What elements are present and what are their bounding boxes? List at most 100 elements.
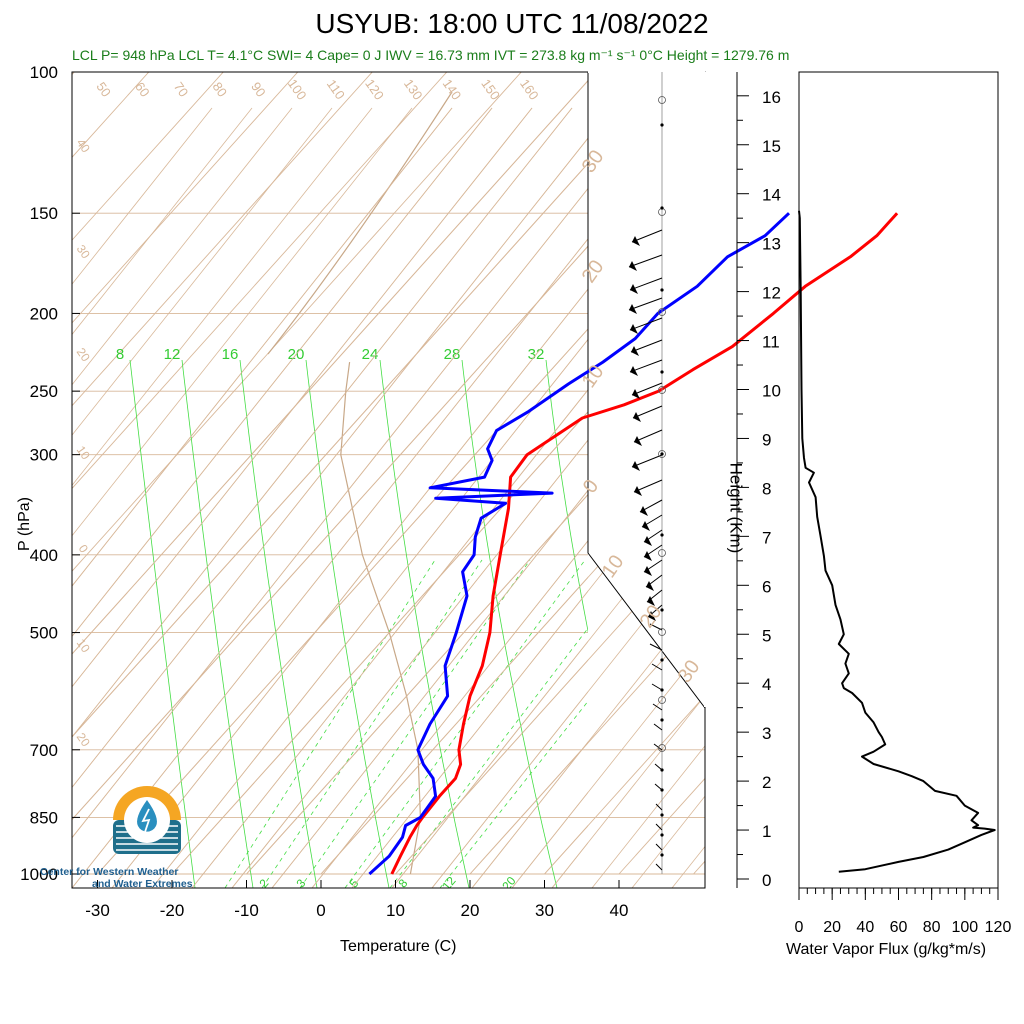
isotherm-line-lower: [72, 72, 597, 875]
isotherm-line-lower: [246, 72, 705, 875]
isotherm-label-right: 10: [578, 361, 609, 392]
dry-adiabat-line: [832, 108, 1024, 888]
mixing-ratio-label: 24: [362, 346, 379, 363]
wind-barb-low: [655, 823, 663, 831]
dry-adiabat-line-lower: [111, 107, 705, 888]
mixing-ratio-label-bottom: 5: [346, 876, 361, 890]
height-tick-label: 3: [762, 724, 771, 743]
isotherm-label-left: 20: [74, 730, 93, 749]
isotherm-line: [619, 72, 1024, 874]
dry-adiabat-line-lower: [231, 107, 705, 888]
dry-adiabat-label: 130: [401, 76, 426, 102]
parcel-curve: [340, 362, 422, 875]
wind-barb-flag: [644, 536, 652, 546]
wind-barb: [629, 359, 663, 373]
temperature-tick-label: 0: [316, 901, 325, 920]
wind-level-marker: [658, 628, 666, 636]
flux-tick-label: 20: [823, 919, 841, 936]
isotherm-line: [72, 79, 588, 655]
wind-barb-flag: [630, 324, 638, 334]
moist-adiabat-dashed: [299, 559, 531, 888]
dry-adiabat-line-lower: [912, 108, 1024, 888]
temperature-tick-label: -10: [234, 901, 259, 920]
isotherm-line: [72, 72, 373, 407]
dry-adiabat-line: [952, 108, 1024, 888]
wind-barb: [628, 297, 663, 311]
isotherm-line: [395, 659, 588, 875]
wind-level-dot: [660, 452, 664, 456]
dry-adiabat-label: 150: [478, 76, 503, 102]
flux-frame: [798, 71, 999, 889]
logo-drop-icon: [137, 800, 157, 832]
moist-adiabat-dashed: [224, 559, 436, 888]
isotherm-line-lower: [72, 72, 671, 875]
dry-adiabat-line-lower: [992, 108, 1024, 888]
height-tick-label: 8: [762, 479, 771, 498]
dry-adiabat-label: 140: [440, 76, 465, 102]
dry-adiabat-line-lower: [311, 107, 705, 888]
wind-barb-low: [653, 723, 663, 731]
wind-barb-flag: [630, 366, 638, 376]
dry-adiabat-line-lower: [631, 107, 705, 888]
moist-adiabat-curve: [267, 91, 453, 355]
dry-adiabat-line: [592, 108, 1024, 888]
wind-barb: [629, 277, 663, 291]
temperature-axis: -30 -20 -10 0 10 20 30 40: [85, 880, 628, 920]
wind-barb-low: [651, 683, 663, 691]
dry-adiabat-line: [72, 107, 213, 285]
height-tick-label: 2: [762, 773, 771, 792]
lower-right-grid: [72, 72, 1024, 888]
wind-barb-flag: [632, 389, 640, 399]
skewt-frame: [71, 71, 706, 889]
isotherm-line: [72, 72, 150, 159]
dry-adiabat-line: [992, 108, 1024, 888]
dry-adiabat-line-lower: [591, 107, 705, 888]
height-tick-label: 1: [762, 822, 771, 841]
dry-adiabat-line-lower: [431, 107, 705, 888]
wind-barb-flag: [632, 236, 640, 246]
dry-adiabat-line-lower: [391, 107, 705, 888]
pressure-tick-label: 700: [30, 741, 58, 760]
wind-barb-low: [652, 703, 663, 711]
isotherm-label-right: 10: [598, 551, 629, 582]
wind-barb-flag: [646, 581, 654, 591]
wind-barb-flag: [644, 566, 652, 576]
temperature-tick-label: -20: [160, 901, 185, 920]
mixing-ratio-line: [379, 359, 470, 888]
isotherm-label-left: 30: [74, 242, 93, 261]
dry-adiabat-line: [471, 741, 588, 888]
isotherm-label-right: 30: [578, 146, 609, 177]
dry-adiabat-line-lower: [191, 107, 705, 888]
dry-adiabat-label: 70: [171, 79, 192, 99]
dry-adiabat-line-lower: [72, 107, 653, 888]
wind-barb-flag: [633, 412, 641, 422]
height-tick-label: 7: [762, 528, 771, 547]
wind-barb-low: [655, 803, 663, 811]
isotherm-line: [320, 576, 588, 875]
dry-adiabat-label: 90: [248, 79, 269, 99]
dry-adiabat-line-lower: [551, 107, 705, 888]
isotherm-label-left: 10: [74, 443, 93, 462]
mixing-ratio-label: 28: [444, 346, 461, 363]
mixing-ratio-line: [129, 359, 196, 888]
isotherm-label-right: 0: [579, 476, 603, 498]
flux-tick-label: 80: [923, 919, 941, 936]
wind-barb-low: [653, 743, 663, 751]
mixing-ratio-label-bottom: 2: [256, 876, 271, 890]
wind-barb-low: [649, 643, 663, 651]
y-axis-label-height: Height (Km): [726, 462, 746, 554]
wind-level-dot: [660, 813, 664, 817]
mixing-ratio-label: 12: [164, 346, 181, 363]
wind-level-dot: [660, 288, 664, 292]
pressure-tick-label: 100: [30, 63, 58, 82]
isotherm-line-lower: [618, 72, 705, 875]
isotherm-line-lower: [469, 72, 705, 875]
isotherm-line: [469, 742, 588, 875]
height-tick-label: 12: [762, 284, 781, 303]
wind-level-dot: [660, 608, 664, 612]
dry-adiabat-line-lower: [471, 107, 705, 888]
wind-barb-flag: [640, 506, 648, 516]
dry-adiabat-line: [551, 842, 588, 888]
temperature-tick-label: -30: [85, 901, 110, 920]
isotherm-label-right: 30: [674, 656, 705, 687]
